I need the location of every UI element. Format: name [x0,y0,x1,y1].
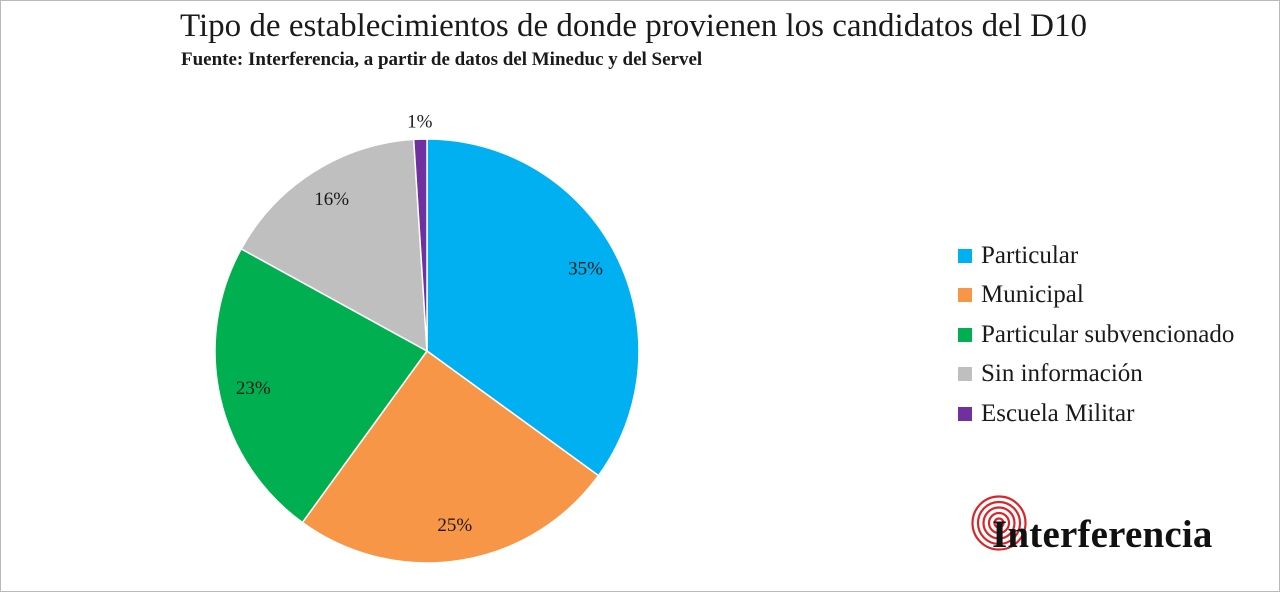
pie-data-label: 35% [568,259,603,280]
pie-slice-sin-informaci-n [240,138,428,353]
legend-label: Escuela Militar [981,399,1135,427]
pie-slice-particular-subvencionado [214,247,429,524]
legend-swatch [958,248,972,263]
legend-label: Sin información [981,360,1143,388]
pie-data-label: 16% [314,189,349,210]
pie-data-label: 25% [437,515,472,536]
pie-slice-escuela-militar [412,138,428,352]
legend: Particular Municipal Particular subvenci… [958,236,1234,434]
pie-slice-particular [426,138,640,477]
legend-item-sin-informacion: Sin información [958,355,1234,395]
legend-swatch [958,367,972,382]
legend-label: Particular subvencionado [981,320,1235,348]
legend-swatch [958,288,972,303]
legend-item-particular: Particular [958,236,1234,276]
logo-text: Interferencia [992,513,1213,556]
concentric-arcs-icon [971,495,1027,551]
legend-item-particular-subvencionado: Particular subvencionado [958,315,1234,355]
legend-item-municipal: Municipal [958,276,1234,316]
legend-label: Municipal [981,281,1084,309]
legend-swatch [958,327,972,342]
pie-slice-municipal [301,349,600,564]
interferencia-logo: Interferencia [970,492,1250,562]
pie-data-label: 1% [407,111,433,132]
legend-swatch [958,406,972,421]
chart-subtitle: Fuente: Interferencia, a partir de datos… [181,49,703,70]
legend-label: Particular [981,241,1079,269]
legend-item-escuela-militar: Escuela Militar [958,394,1234,434]
pie-data-label: 23% [236,378,271,399]
chart-title: Tipo de establecimientos de donde provie… [180,8,1088,44]
